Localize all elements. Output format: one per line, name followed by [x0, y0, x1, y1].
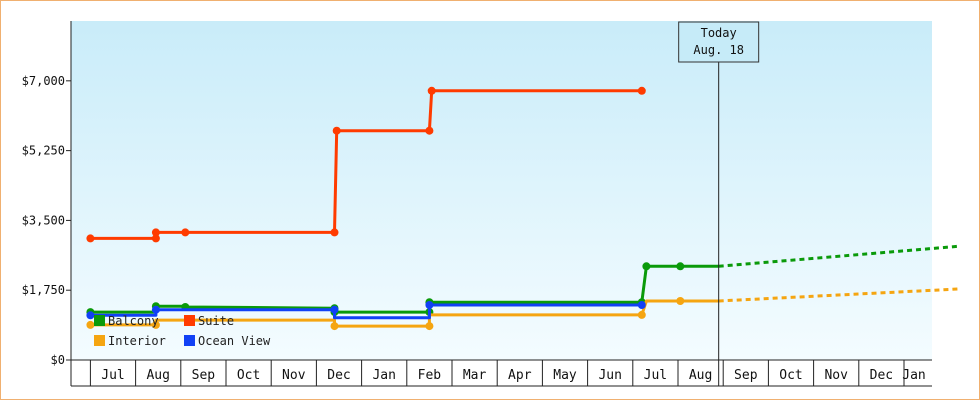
legend-label: Balcony: [108, 314, 159, 328]
legend-label: Suite: [198, 314, 234, 328]
legend-swatch: [94, 335, 105, 346]
x-tick-label: Feb: [418, 368, 442, 383]
legend-item-ocean-view[interactable]: Ocean View: [184, 334, 271, 348]
data-point: [331, 306, 339, 314]
data-point: [425, 301, 433, 309]
x-tick-label: Dec: [870, 368, 893, 383]
x-tick-label: May: [553, 368, 577, 383]
x-tick-label: Oct: [779, 368, 802, 383]
y-tick-label: $1,750: [22, 283, 65, 297]
y-tick-label: $0: [51, 353, 65, 367]
data-point: [676, 297, 684, 305]
y-tick-label: $7,000: [22, 74, 65, 88]
today-label: Today: [701, 26, 737, 40]
data-point: [331, 322, 339, 330]
x-tick-label: Oct: [237, 368, 260, 383]
data-point: [333, 127, 341, 135]
data-point: [181, 228, 189, 236]
data-point: [86, 311, 94, 319]
x-tick-label: Nov: [824, 368, 848, 383]
data-point: [86, 234, 94, 242]
x-tick-label: Apr: [508, 368, 532, 383]
x-tick-label: Sep: [734, 368, 758, 383]
data-point: [676, 262, 684, 270]
data-point: [425, 322, 433, 330]
data-point: [638, 301, 646, 309]
x-tick-label: Jun: [598, 368, 621, 383]
data-point: [331, 228, 339, 236]
legend-item-suite[interactable]: Suite: [184, 314, 234, 328]
legend-swatch: [184, 335, 195, 346]
x-tick-label: Dec: [327, 368, 350, 383]
legend-label: Interior: [108, 334, 166, 348]
legend-label: Ocean View: [198, 334, 271, 348]
x-tick-label: Aug: [689, 368, 712, 383]
legend-swatch: [94, 315, 105, 326]
y-tick-label: $3,500: [22, 213, 65, 227]
data-point: [428, 87, 436, 95]
x-tick-label: Sep: [192, 368, 216, 383]
legend-item-interior[interactable]: Interior: [94, 334, 166, 348]
data-point: [86, 321, 94, 329]
data-point: [638, 311, 646, 319]
data-point: [152, 228, 160, 236]
data-point: [425, 127, 433, 135]
legend-swatch: [184, 315, 195, 326]
x-tick-label: Jan: [902, 368, 925, 383]
x-tick-label: Jul: [101, 368, 124, 383]
x-tick-label: Aug: [146, 368, 169, 383]
data-point: [638, 87, 646, 95]
x-tick-label: Mar: [463, 368, 487, 383]
x-tick-label: Jan: [372, 368, 395, 383]
data-point: [152, 306, 160, 314]
x-tick-label: Jul: [644, 368, 667, 383]
today-date-label: Aug. 18: [693, 43, 744, 57]
y-tick-label: $5,250: [22, 144, 65, 158]
legend-item-balcony[interactable]: Balcony: [94, 314, 159, 328]
x-tick-label: Nov: [282, 368, 306, 383]
data-point: [642, 262, 650, 270]
